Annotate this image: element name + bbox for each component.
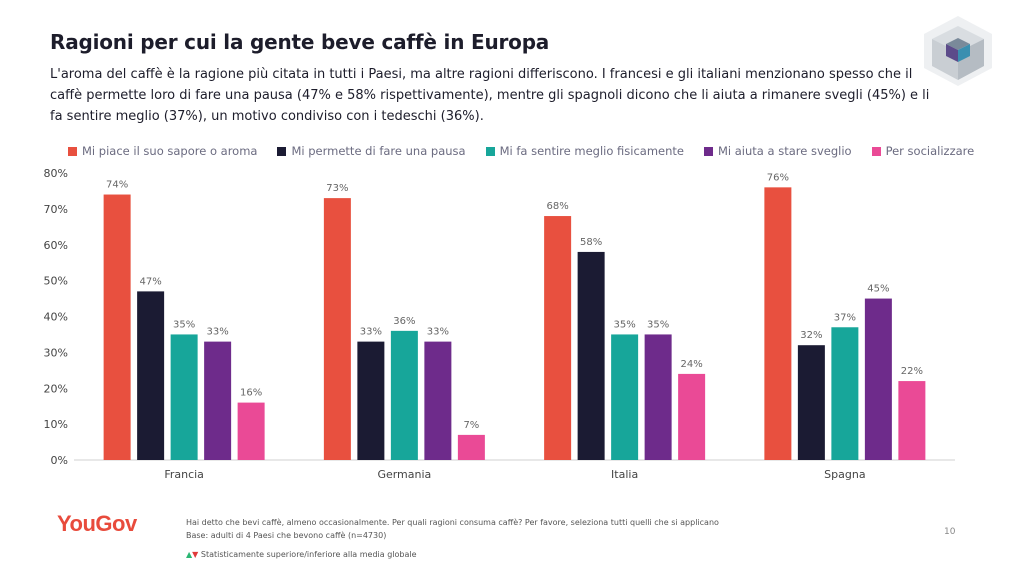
cube-logo-icon bbox=[924, 16, 992, 86]
bar bbox=[764, 187, 792, 460]
legend-label: Mi permette di fare una pausa bbox=[291, 144, 466, 158]
legend-item: Mi fa sentire meglio fisicamente bbox=[485, 144, 684, 158]
legend-label: Per socializzare bbox=[885, 144, 975, 158]
legend-swatch bbox=[277, 146, 287, 156]
legend-item: Mi piace il suo sapore o aroma bbox=[68, 144, 257, 158]
legend-item: Per socializzare bbox=[871, 144, 975, 158]
y-tick-label: 60% bbox=[44, 239, 68, 252]
bar bbox=[898, 381, 926, 460]
triangle-down-icon: ▼ bbox=[192, 550, 199, 559]
data-label: 35% bbox=[647, 319, 669, 330]
legend-swatch bbox=[485, 146, 495, 156]
legend-swatch bbox=[703, 146, 713, 156]
y-tick-label: 80% bbox=[44, 167, 68, 180]
data-label: 16% bbox=[240, 388, 262, 399]
legend-swatch bbox=[68, 146, 77, 156]
x-category-label: Italia bbox=[611, 468, 638, 481]
legend-swatch bbox=[871, 146, 881, 156]
y-tick-label: 0% bbox=[51, 454, 68, 467]
bar bbox=[577, 251, 605, 460]
data-label: 33% bbox=[427, 327, 449, 338]
legend-item: Mi aiuta a stare sveglio bbox=[703, 144, 852, 158]
data-label: 74% bbox=[106, 180, 128, 191]
significance-note: ▲▼ Statisticamente superiore/inferiore a… bbox=[186, 550, 417, 559]
y-tick-label: 20% bbox=[44, 382, 68, 395]
y-tick-label: 10% bbox=[44, 418, 68, 431]
bar bbox=[237, 402, 265, 460]
data-label: 76% bbox=[767, 172, 789, 183]
footnote-base: Base: adulti di 4 Paesi che bevono caffè… bbox=[186, 531, 387, 540]
data-label: 7% bbox=[463, 420, 479, 431]
legend-label: Mi piace il suo sapore o aroma bbox=[82, 144, 258, 158]
bar bbox=[357, 341, 385, 460]
bar bbox=[424, 341, 452, 460]
bar bbox=[831, 327, 859, 460]
y-tick-label: 50% bbox=[44, 275, 68, 288]
data-label: 68% bbox=[547, 201, 569, 212]
legend-label: Mi aiuta a stare sveglio bbox=[717, 144, 852, 158]
data-label: 58% bbox=[580, 237, 602, 248]
bar bbox=[137, 291, 165, 460]
footnote-question: Hai detto che bevi caffè, almeno occasio… bbox=[186, 518, 719, 527]
data-label: 45% bbox=[867, 284, 889, 295]
data-label: 35% bbox=[173, 319, 195, 330]
bar bbox=[797, 345, 825, 460]
data-label: 37% bbox=[834, 312, 856, 323]
yougov-logo: YouGov bbox=[57, 511, 137, 536]
data-label: 22% bbox=[901, 366, 923, 377]
bar bbox=[611, 334, 639, 460]
data-label: 36% bbox=[393, 316, 415, 327]
data-label: 47% bbox=[140, 276, 162, 287]
x-category-label: Spagna bbox=[824, 468, 865, 481]
data-label: 33% bbox=[207, 327, 229, 338]
bar bbox=[170, 334, 198, 460]
significance-text: Statisticamente superiore/inferiore alla… bbox=[200, 550, 417, 559]
y-tick-label: 30% bbox=[44, 346, 68, 359]
bar bbox=[204, 341, 232, 460]
x-category-label: Francia bbox=[164, 468, 204, 481]
page-title: Ragioni per cui la gente beve caffè in E… bbox=[50, 30, 550, 54]
data-label: 73% bbox=[326, 183, 348, 194]
bar bbox=[544, 216, 572, 460]
bar bbox=[390, 330, 418, 460]
data-label: 32% bbox=[800, 330, 822, 341]
data-label: 33% bbox=[360, 327, 382, 338]
triangle-up-icon: ▲ bbox=[186, 550, 193, 559]
legend-item: Mi permette di fare una pausa bbox=[277, 144, 466, 158]
bar bbox=[644, 334, 672, 460]
bar bbox=[323, 198, 351, 461]
data-label: 35% bbox=[614, 319, 636, 330]
chart-legend: Mi piace il suo sapore o aroma Mi permett… bbox=[68, 144, 994, 158]
data-label: 24% bbox=[681, 359, 703, 370]
bar bbox=[103, 194, 131, 460]
bar bbox=[678, 373, 706, 460]
page-number: 10 bbox=[944, 527, 956, 537]
y-tick-label: 70% bbox=[44, 203, 68, 216]
x-category-label: Germania bbox=[377, 468, 431, 481]
bar-chart: 0% 10% 20% 30% 40% 50% 60% 70% 80% 74% 47% 35% 33% 16… bbox=[44, 167, 955, 481]
y-tick-label: 40% bbox=[44, 311, 68, 324]
bar bbox=[864, 298, 892, 460]
bar bbox=[457, 434, 485, 460]
legend-label: Mi fa sentire meglio fisicamente bbox=[499, 144, 684, 158]
page-subtitle: L'aroma del caffè è la ragione più citat… bbox=[50, 67, 930, 124]
